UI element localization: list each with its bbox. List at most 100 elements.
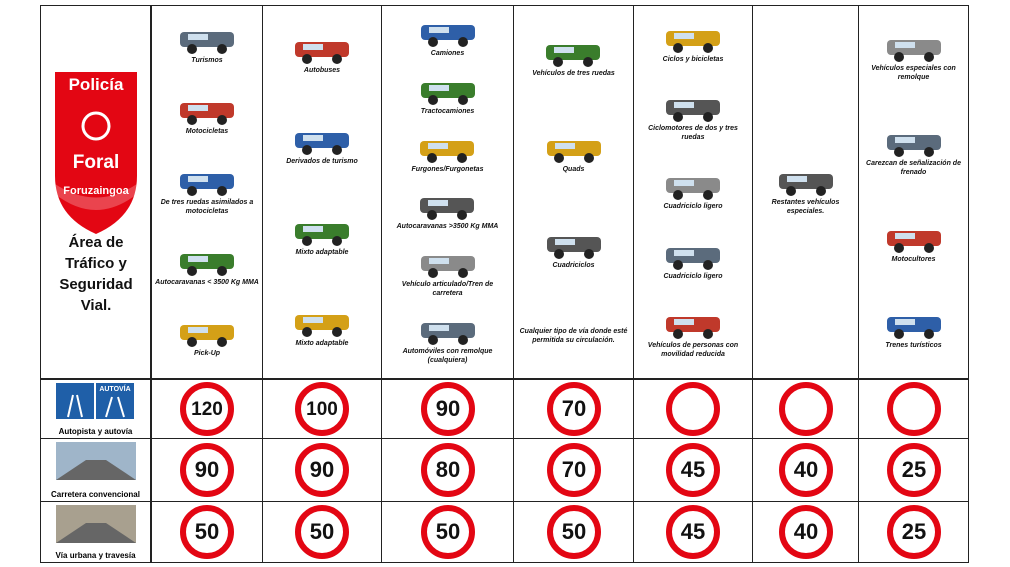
vehicle-image	[546, 140, 601, 163]
sign-ring	[295, 382, 349, 436]
vehicle-window	[302, 135, 323, 141]
speed-value: 50	[195, 519, 219, 544]
road-glyph	[67, 394, 125, 418]
vehicle-label: De tres ruedas asimilados a motocicletas	[160, 199, 254, 215]
sign-ring	[778, 505, 833, 559]
speed-value: 90	[310, 457, 334, 482]
sign-ring	[778, 443, 833, 497]
vehicle-wheel	[427, 334, 438, 345]
road-label: Autopista y autovía	[58, 427, 133, 436]
speed-value: 50	[561, 519, 585, 544]
road-cell: Carretera convencional	[40, 438, 151, 502]
vehicle-window	[428, 84, 449, 91]
vehicle-item: Ciclos y bicicletas	[658, 25, 728, 64]
road-label: Carretera convencional	[51, 490, 140, 499]
vehicle-item: De tres ruedas asimilados a motocicletas	[155, 168, 259, 216]
vehicle-image	[886, 135, 941, 158]
vehicle-window	[786, 176, 807, 182]
limit-cell: 70	[513, 438, 634, 502]
vehicle-label: Motocultores	[891, 255, 936, 263]
sign-ring	[666, 443, 720, 497]
vehicle-column: Autobuses Derivados de turismo Mixto adapt…	[262, 5, 382, 379]
road-cell: AUTOVÍA Autopista y autovía	[40, 379, 151, 439]
vehicle-window	[428, 142, 449, 149]
road-sign	[56, 383, 94, 419]
vehicle-wheel	[427, 37, 438, 48]
vehicle-item: Vehículo articulado/Tren de carretera	[393, 250, 503, 298]
speed-sign: 40	[778, 505, 833, 559]
vehicle-wheel	[187, 186, 197, 196]
vehicle-window	[894, 137, 915, 144]
vehicle-wheel	[923, 51, 934, 62]
vehicle-window	[428, 257, 449, 264]
vehicle-image	[295, 315, 349, 337]
vehicle-wheel	[217, 44, 227, 54]
vehicle-label: Cuadriciclos	[552, 262, 595, 270]
vehicle-wheel	[923, 329, 934, 340]
vehicle-item: Automóviles con remolque (cualquiera)	[393, 317, 503, 365]
column-note: Cualquier tipo de vía donde esté permiti…	[519, 328, 628, 345]
sign-ring	[778, 382, 833, 436]
vehicle-window	[554, 46, 575, 53]
vehicle-image	[666, 316, 720, 339]
vehicle-item: Autobuses	[287, 36, 357, 75]
sign-ring	[420, 505, 475, 559]
vehicle-image	[546, 237, 601, 260]
vehicle-image	[420, 198, 475, 221]
speed-sign: 80	[420, 443, 475, 497]
speed-value: 50	[310, 519, 334, 544]
vehicle-column: Turismos Motocicletas De tres ruedas asimi…	[151, 5, 263, 379]
speed-value: 50	[435, 519, 459, 544]
vehicle-image	[886, 317, 941, 340]
vehicle-wheel	[703, 43, 713, 54]
vehicle-label: Tractocamiones	[420, 107, 475, 115]
speed-sign	[886, 382, 941, 436]
vehicle-wheel	[703, 328, 713, 339]
vehicle-window	[303, 44, 323, 50]
vehicle-wheel	[332, 327, 342, 337]
vehicle-wheel	[457, 37, 468, 48]
vehicle-wheel	[893, 147, 904, 158]
speed-sign: 100	[295, 382, 349, 436]
vehicle-image	[546, 44, 601, 67]
vehicle-wheel	[302, 54, 312, 64]
vehicle-window	[894, 319, 915, 326]
logo: Policía Foral Foruzaingoa	[55, 72, 137, 234]
sign-ring	[886, 382, 941, 436]
vehicle-image	[180, 174, 234, 196]
vehicle-image	[420, 82, 475, 105]
limit-cell: 100	[262, 379, 382, 439]
road-label: Vía urbana y travesía	[55, 551, 136, 560]
limit-cell	[858, 379, 969, 439]
sign-ring	[546, 382, 601, 436]
logo-cell: Policía Foral Foruzaingoa	[40, 5, 151, 379]
vehicle-wheel	[332, 54, 342, 64]
limit-cell	[633, 379, 753, 439]
vehicle-label: Vehículos especiales con remolque	[871, 64, 956, 81]
limit-cell: 90	[151, 438, 263, 502]
sign-ring	[295, 505, 349, 559]
vehicle-window	[674, 33, 694, 40]
sign-ring	[546, 443, 601, 497]
vehicle-wheel	[703, 259, 713, 270]
vehicle-window	[554, 142, 575, 149]
road-image	[56, 505, 136, 543]
limit-cell: 50	[381, 501, 514, 563]
vehicle-wheel	[187, 115, 197, 125]
vehicle-label: Restantes vehículos especiales.	[771, 199, 840, 215]
vehicle-item: Cuadriciclo ligero	[658, 242, 728, 281]
vehicle-item: Pick-Up	[172, 319, 242, 358]
speed-value: 100	[306, 399, 338, 420]
limit-cell: 120	[151, 379, 263, 439]
vehicle-image	[420, 322, 475, 345]
vehicle-column: Vehículos especiales con remolque Carezca…	[858, 5, 969, 379]
speed-sign: 50	[420, 505, 475, 559]
vehicle-wheel	[457, 152, 468, 163]
vehicle-wheel	[893, 51, 904, 62]
vehicle-wheel	[703, 190, 713, 201]
vehicle-label: Mixto adaptable	[295, 340, 349, 347]
vehicle-wheel	[923, 147, 934, 158]
sign-ring	[180, 443, 234, 497]
road-photo-ground	[56, 523, 136, 543]
vehicle-image	[180, 325, 234, 347]
